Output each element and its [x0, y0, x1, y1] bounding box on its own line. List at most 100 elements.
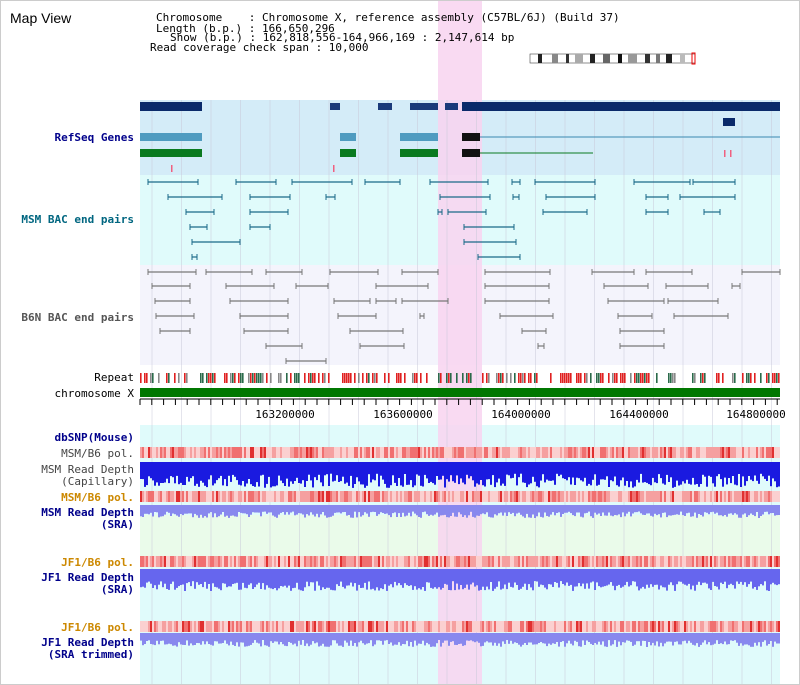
read-depth-bar	[256, 633, 258, 643]
read-depth-bar	[402, 505, 404, 513]
read-depth-bar	[392, 462, 394, 476]
repeat-mark	[602, 373, 604, 383]
polymorphism-mark	[432, 447, 434, 458]
track-label-jf1-read-depth-trim[interactable]: JF1 Read Depth	[41, 636, 134, 649]
track-label-jf1-sra[interactable]: (SRA)	[100, 583, 134, 596]
track-label-dbsnp[interactable]: dbSNP(Mouse)	[54, 431, 134, 444]
read-depth-bar	[544, 462, 546, 483]
read-depth-bar	[320, 462, 322, 483]
read-depth-bar	[454, 633, 456, 645]
polymorphism-mark	[746, 447, 748, 458]
read-depth-bar	[446, 633, 448, 641]
repeat-mark	[324, 373, 326, 383]
read-depth-bar	[196, 505, 198, 516]
read-depth-bar	[276, 569, 278, 591]
read-depth-bar	[296, 633, 298, 647]
polymorphism-mark	[712, 556, 714, 567]
polymorphism-mark	[724, 491, 726, 502]
polymorphism-mark	[350, 491, 352, 502]
polymorphism-mark	[442, 447, 444, 458]
track-label-msm-sra[interactable]: (SRA)	[100, 518, 134, 531]
read-depth-bar	[176, 505, 178, 516]
repeat-mark	[656, 373, 658, 383]
polymorphism-mark	[456, 621, 458, 632]
read-depth-bar	[168, 633, 170, 644]
read-depth-bar	[530, 462, 532, 484]
polymorphism-mark	[394, 491, 396, 502]
polymorphism-mark	[718, 491, 720, 502]
polymorphism-mark	[444, 447, 446, 458]
read-depth-bar	[394, 505, 396, 513]
read-depth-bar	[718, 505, 720, 516]
track-label-msm-read-depth-sra[interactable]: MSM Read Depth	[41, 506, 134, 519]
read-depth-bar	[574, 462, 576, 485]
track-label-msm-b6-pol-2[interactable]: MSM/B6 pol.	[61, 491, 134, 504]
read-depth-bar	[244, 505, 246, 514]
polymorphism-mark	[422, 491, 424, 502]
read-depth-bar	[624, 505, 626, 517]
read-depth-bar	[452, 633, 454, 642]
read-depth-bar	[726, 633, 728, 645]
polymorphism-mark	[320, 621, 322, 632]
read-depth-bar	[566, 462, 568, 481]
polymorphism-mark	[506, 447, 508, 458]
polymorphism-mark	[718, 447, 720, 458]
read-depth-bar	[376, 569, 378, 588]
read-depth-bar	[210, 462, 212, 476]
repeat-mark	[346, 373, 348, 383]
read-depth-bar	[592, 633, 594, 645]
read-depth-bar	[468, 633, 470, 641]
read-depth-bar	[764, 462, 766, 479]
track-label-jf1-sra-trimmed[interactable]: (SRA trimmed)	[47, 648, 134, 661]
read-depth-bar	[708, 569, 710, 589]
read-depth-bar	[156, 462, 158, 483]
polymorphism-mark	[462, 556, 464, 567]
read-depth-bar	[668, 633, 670, 642]
read-depth-bar	[708, 633, 710, 643]
read-depth-bar	[242, 569, 244, 583]
polymorphism-mark	[342, 491, 344, 502]
track-label-jf1-read-depth[interactable]: JF1 Read Depth	[41, 571, 134, 584]
polymorphism-mark	[672, 447, 674, 458]
track-label-refseq[interactable]: RefSeq Genes	[54, 131, 134, 144]
read-depth-bar	[224, 569, 226, 584]
polymorphism-mark	[268, 491, 270, 502]
read-depth-bar	[658, 505, 660, 515]
read-depth-bar	[434, 633, 436, 647]
track-label-capillary: (Capillary)	[61, 475, 134, 488]
polymorphism-mark	[262, 491, 264, 502]
polymorphism-mark	[554, 621, 556, 632]
read-depth-bar	[646, 505, 648, 514]
polymorphism-mark	[520, 621, 522, 632]
repeat-mark	[440, 373, 442, 383]
read-depth-bar	[614, 633, 616, 641]
polymorphism-mark	[296, 447, 298, 458]
read-depth-bar	[436, 505, 438, 513]
track-label-msm-bac[interactable]: MSM BAC end pairs	[21, 213, 134, 226]
read-depth-bar	[766, 569, 768, 591]
polymorphism-mark	[574, 621, 576, 632]
polymorphism-mark	[366, 556, 368, 567]
repeat-mark	[374, 373, 376, 383]
read-depth-bar	[466, 569, 468, 585]
track-label-jf1-b6-pol-2[interactable]: JF1/B6 pol.	[61, 621, 134, 634]
track-label-b6n-bac[interactable]: B6N BAC end pairs	[21, 311, 134, 324]
polymorphism-mark	[452, 447, 454, 458]
read-depth-bar	[680, 462, 682, 485]
track-label-jf1-b6-pol-1[interactable]: JF1/B6 pol.	[61, 556, 134, 569]
polymorphism-mark	[560, 447, 562, 458]
polymorphism-mark	[442, 491, 444, 502]
polymorphism-mark	[174, 447, 176, 458]
polymorphism-mark	[540, 621, 542, 632]
polymorphism-mark	[418, 491, 420, 502]
read-depth-bar	[518, 505, 520, 513]
read-depth-bar	[680, 569, 682, 582]
polymorphism-mark	[296, 556, 298, 567]
read-depth-bar	[670, 569, 672, 583]
read-depth-bar	[658, 462, 660, 475]
read-depth-bar	[630, 462, 632, 482]
read-depth-bar	[734, 462, 736, 485]
read-depth-bar	[302, 569, 304, 591]
